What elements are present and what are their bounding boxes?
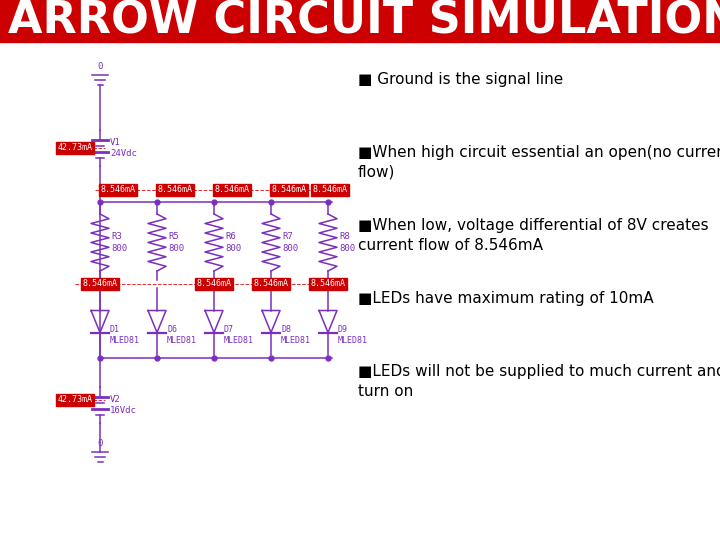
Text: R8
800: R8 800 bbox=[339, 232, 355, 253]
Text: 8.546mA: 8.546mA bbox=[101, 186, 135, 194]
Text: 8.546mA: 8.546mA bbox=[271, 186, 307, 194]
Text: 8.546mA: 8.546mA bbox=[310, 280, 346, 288]
Text: V1
24Vdc: V1 24Vdc bbox=[110, 138, 137, 158]
Text: 8.546mA: 8.546mA bbox=[158, 186, 192, 194]
Text: R7
800: R7 800 bbox=[282, 232, 298, 253]
Text: R6
800: R6 800 bbox=[225, 232, 241, 253]
Text: 8.546mA: 8.546mA bbox=[197, 280, 232, 288]
Bar bbox=[0, 0, 720, 42]
Text: ■LEDs will not be supplied to much current and will
turn on: ■LEDs will not be supplied to much curre… bbox=[358, 364, 720, 399]
Text: ■ Ground is the signal line: ■ Ground is the signal line bbox=[358, 72, 563, 87]
Text: ■When low, voltage differential of 8V creates
current flow of 8.546mA: ■When low, voltage differential of 8V cr… bbox=[358, 218, 708, 253]
Text: ARROW CIRCUIT SIMULATION: ARROW CIRCUIT SIMULATION bbox=[8, 0, 720, 43]
Text: 8.546mA: 8.546mA bbox=[215, 186, 250, 194]
Text: D9
MLED81: D9 MLED81 bbox=[338, 326, 368, 345]
Text: R5
800: R5 800 bbox=[168, 232, 184, 253]
Text: 0: 0 bbox=[97, 62, 103, 71]
Text: 8.546mA: 8.546mA bbox=[83, 280, 117, 288]
Text: D1
MLED81: D1 MLED81 bbox=[110, 326, 140, 345]
Text: 0: 0 bbox=[97, 439, 103, 448]
Text: V2
16Vdc: V2 16Vdc bbox=[110, 395, 137, 415]
Text: ■When high circuit essential an open(no current
flow): ■When high circuit essential an open(no … bbox=[358, 145, 720, 180]
Text: 42.73mA: 42.73mA bbox=[58, 395, 92, 404]
Text: D7
MLED81: D7 MLED81 bbox=[224, 326, 254, 345]
Text: 42.73mA: 42.73mA bbox=[58, 144, 92, 152]
Text: D6
MLED81: D6 MLED81 bbox=[167, 326, 197, 345]
Text: 8.546mA: 8.546mA bbox=[312, 186, 348, 194]
Text: 8.546mA: 8.546mA bbox=[253, 280, 289, 288]
Text: ■LEDs have maximum rating of 10mA: ■LEDs have maximum rating of 10mA bbox=[358, 291, 654, 306]
Text: D8
MLED81: D8 MLED81 bbox=[281, 326, 311, 345]
Text: R3
800: R3 800 bbox=[111, 232, 127, 253]
